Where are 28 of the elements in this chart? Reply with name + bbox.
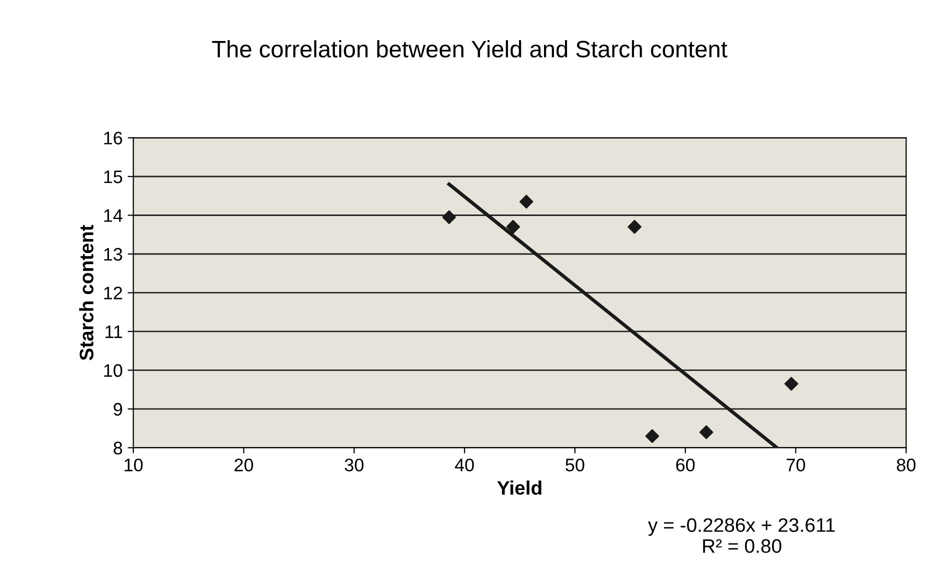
y-tick-label: 15 [104, 170, 122, 184]
y-tick-label: 12 [104, 286, 122, 300]
point [645, 429, 660, 443]
point [699, 425, 714, 440]
point [784, 376, 798, 391]
y-tick-label: 16 [104, 132, 122, 144]
y-tick-label: 11 [106, 326, 122, 338]
y-tick-label: 9 [114, 402, 122, 416]
point [442, 210, 456, 224]
x-tick-label: 60 [676, 458, 695, 472]
x-tick-label: 30 [344, 458, 364, 472]
x-tick-label: 70 [786, 458, 806, 472]
point [628, 220, 642, 234]
x-tick-label: 40 [454, 458, 474, 472]
y-tick-label: 13 [104, 248, 122, 261]
x-tick-label: 10 [124, 458, 143, 472]
y-axis-title: Starch content [79, 224, 94, 360]
y-tick-label: 8 [114, 442, 122, 454]
chart-title: The correlation between Yield and Starch content [212, 40, 728, 58]
x-axis-title: Yield [497, 480, 542, 495]
point [506, 220, 520, 234]
y-tick-label: 14 [104, 209, 122, 222]
y-tick-label: 10 [104, 364, 122, 377]
x-tick-label: 20 [234, 458, 254, 472]
text: y = -0.2286x + 23.611 R² = 0.80 [648, 518, 835, 553]
point [519, 194, 534, 209]
x-tick-label: 80 [896, 458, 916, 472]
x-tick-label: 50 [566, 458, 584, 472]
